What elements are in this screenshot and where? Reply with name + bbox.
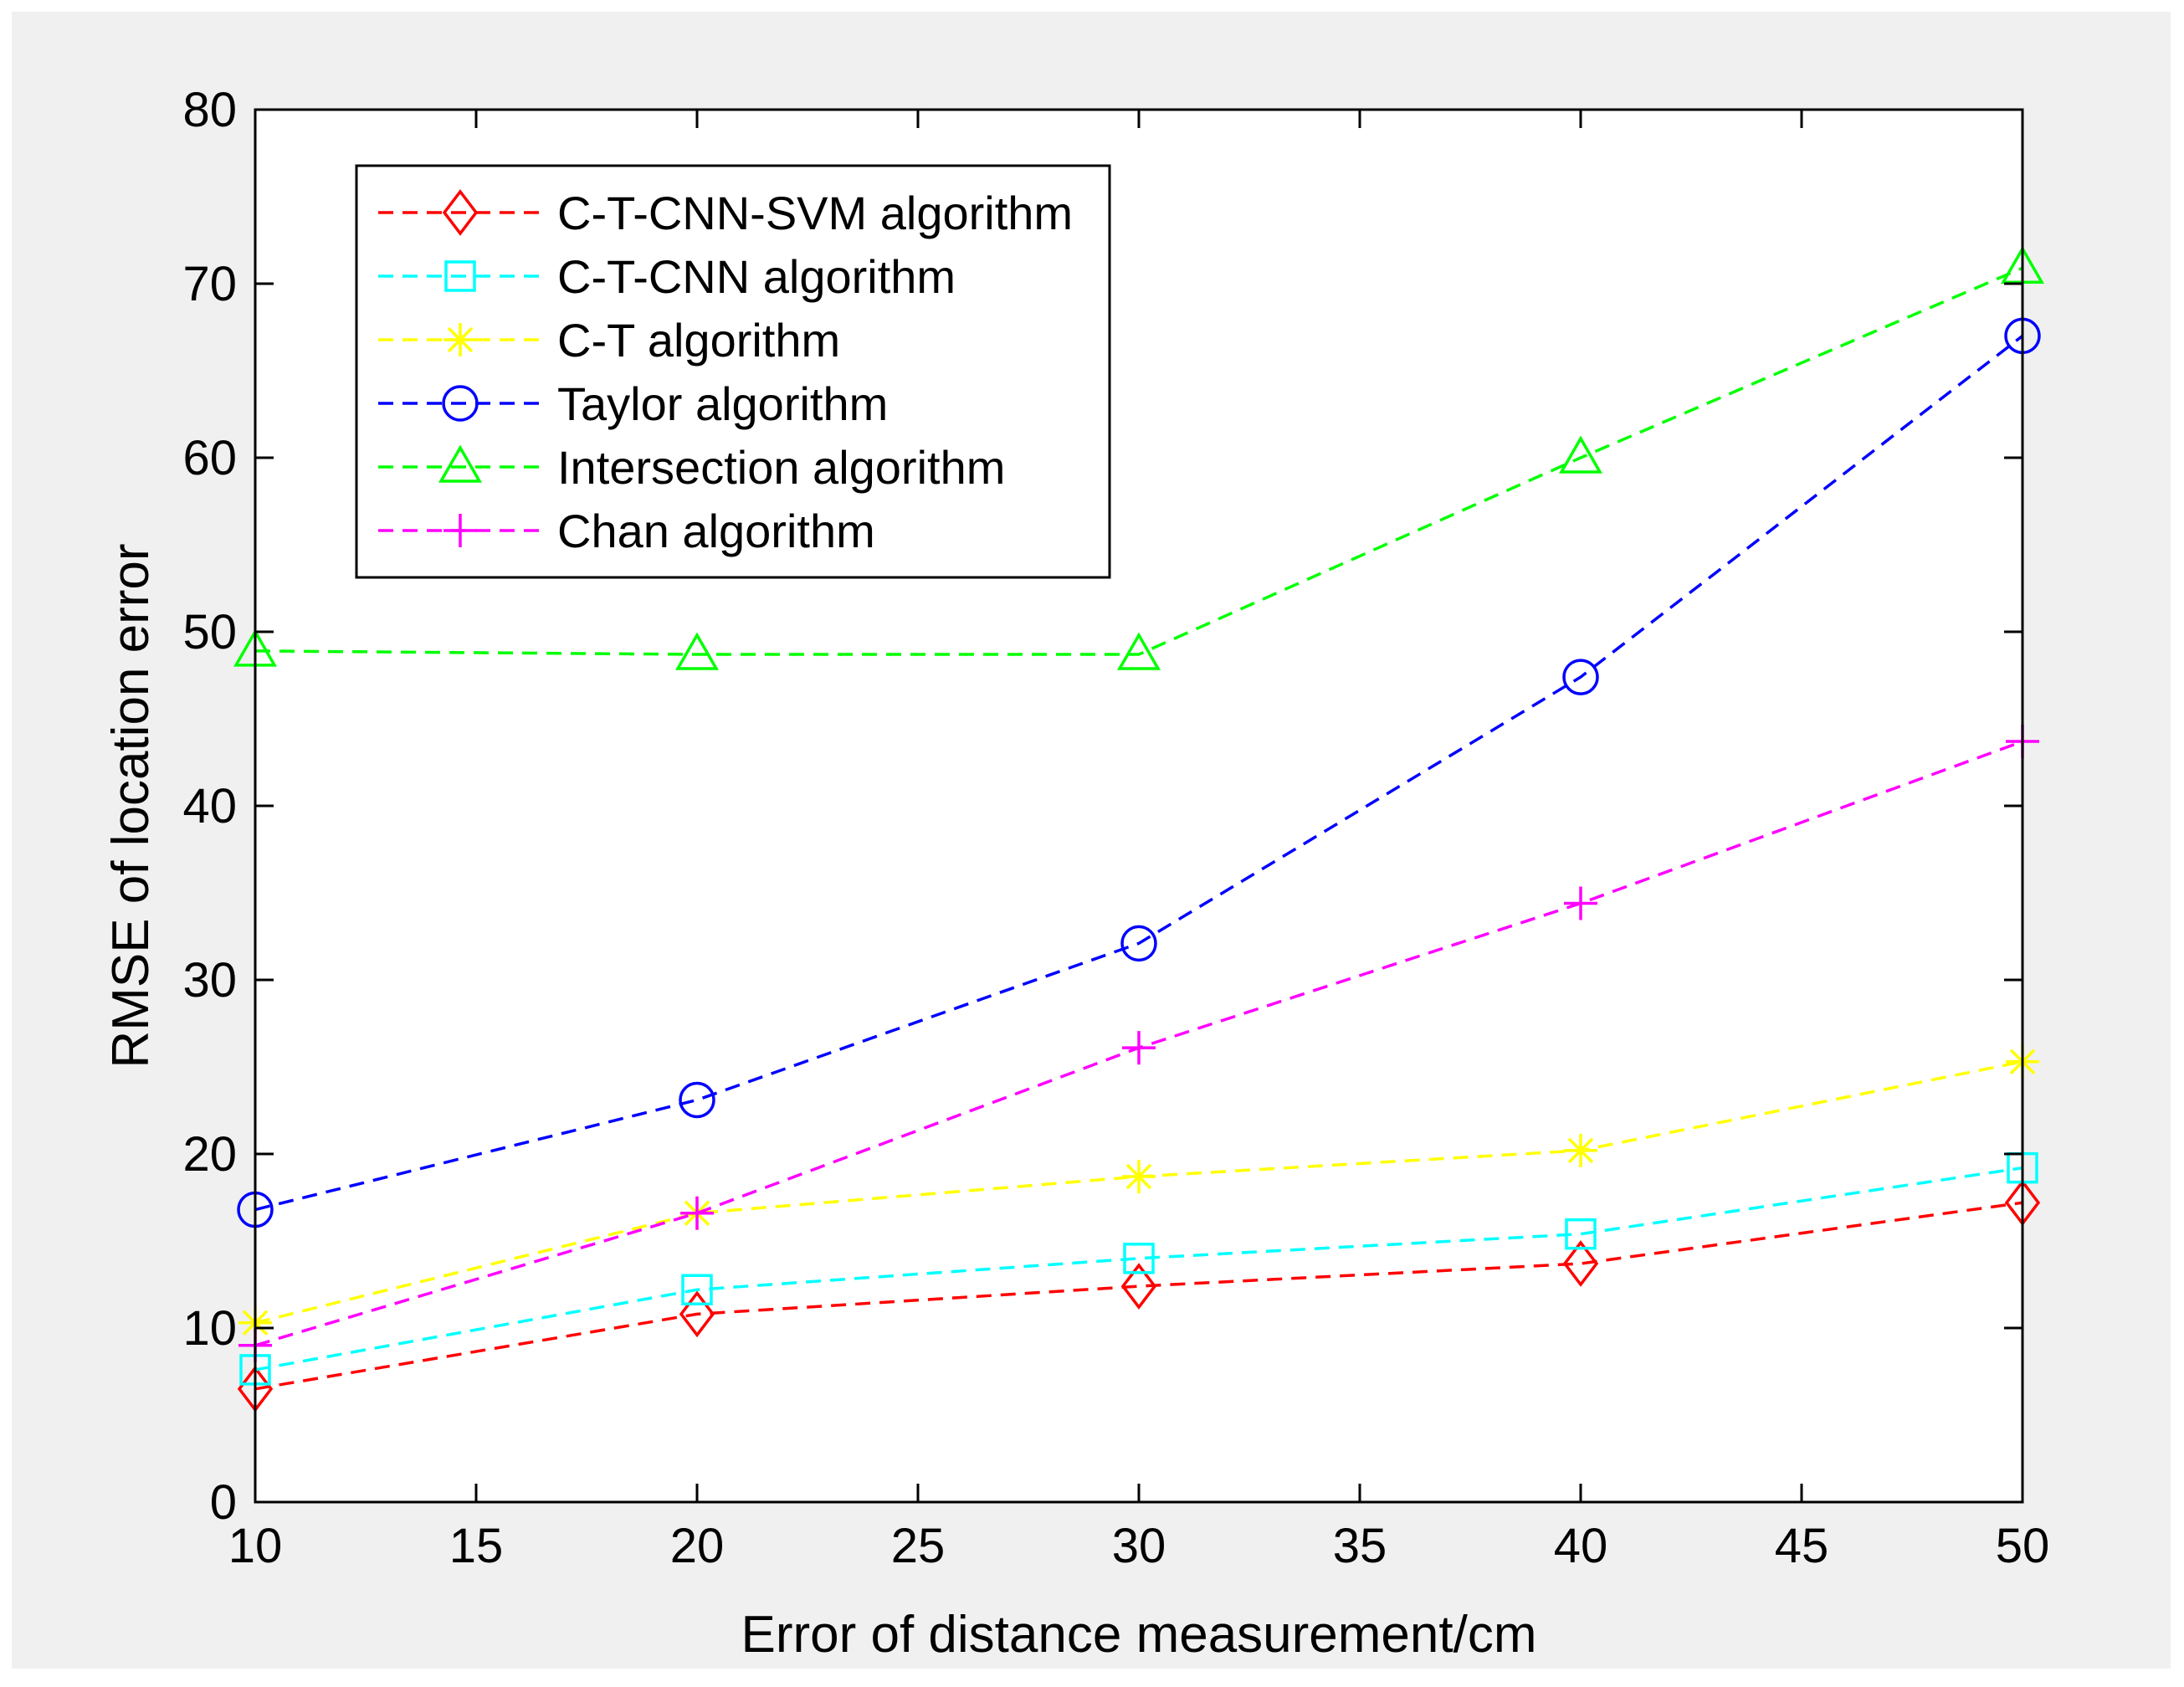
y-tick-label: 30 <box>182 953 237 1008</box>
x-tick-label: 30 <box>1112 1519 1166 1573</box>
series-layer <box>233 245 2045 1413</box>
data-point-intersection-algorithm <box>1116 632 1161 670</box>
data-point-chan-algorithm <box>680 1196 714 1230</box>
y-tick-label: 10 <box>182 1301 237 1356</box>
data-point-c-t-cnn-svm-algorithm <box>679 1290 715 1338</box>
y-tick-label: 80 <box>182 83 237 137</box>
x-tick-label: 25 <box>891 1519 946 1573</box>
y-axis-label: RMSE of location error <box>102 543 160 1068</box>
y-tick-label: 50 <box>182 605 237 659</box>
x-axis-label: Error of distance measurement/cm <box>741 1606 1536 1664</box>
legend-marker <box>443 323 477 356</box>
x-tick-label: 50 <box>1996 1519 2050 1573</box>
legend-marker <box>438 444 483 483</box>
legend-label: Chan algorithm <box>557 505 875 557</box>
data-point-chan-algorithm <box>1564 886 1597 920</box>
legend-label: C-T-CNN algorithm <box>557 250 956 303</box>
legend-marker <box>442 189 479 236</box>
data-point-c-t-cnn-svm-algorithm <box>1562 1240 1599 1287</box>
data-point-taylor-algorithm <box>679 1081 715 1119</box>
data-point-c-t-cnn-svm-algorithm <box>1120 1263 1157 1310</box>
legend-label: C-T algorithm <box>557 314 840 367</box>
legend: C-T-CNN-SVM algorithm C-T-CNN algorithm C-… <box>355 164 1111 579</box>
data-point-taylor-algorithm <box>1562 659 1599 695</box>
legend-label: Taylor algorithm <box>557 377 888 430</box>
x-tick-label: 45 <box>1775 1519 1829 1573</box>
x-tick-label: 20 <box>670 1519 725 1573</box>
data-point-intersection-algorithm <box>1558 435 1603 474</box>
data-point-chan-algorithm <box>1122 1031 1156 1065</box>
x-tick-label: 35 <box>1333 1519 1387 1573</box>
data-point-c-t-cnn-algorithm <box>681 1274 713 1305</box>
legend-label: Intersection algorithm <box>557 441 1005 494</box>
series-line-intersection-algorithm <box>254 266 2023 656</box>
y-tick-label: 0 <box>210 1475 237 1530</box>
legend-box <box>355 164 1111 579</box>
y-tick-label: 60 <box>182 431 237 485</box>
data-point-c-t-algorithm <box>1564 1133 1597 1167</box>
legend-marker <box>444 260 476 292</box>
data-point-taylor-algorithm <box>1120 925 1157 962</box>
y-tick-label: 70 <box>182 257 237 311</box>
series-line-taylor-algorithm <box>254 335 2024 1212</box>
series-line-c-t-cnn-algorithm <box>254 1166 2023 1372</box>
legend-marker <box>442 385 479 422</box>
figure-background: 10 15 20 25 30 35 40 45 50 0 10 20 30 40 50 60 70 80 C-T-… <box>12 12 2171 1669</box>
x-tick-label: 15 <box>449 1519 504 1573</box>
x-tick-label: 40 <box>1554 1519 1608 1573</box>
legend-label: C-T-CNN-SVM algorithm <box>557 187 1073 239</box>
y-tick-label: 20 <box>182 1127 237 1182</box>
data-point-c-t-cnn-algorithm <box>1565 1218 1597 1250</box>
x-tick-label: 10 <box>228 1519 283 1573</box>
data-point-c-t-cnn-algorithm <box>1123 1243 1155 1274</box>
series-line-c-t-cnn-svm-algorithm <box>254 1201 2023 1391</box>
data-point-intersection-algorithm <box>674 632 720 670</box>
legend-marker <box>443 514 477 547</box>
y-tick-label: 40 <box>182 779 237 833</box>
data-point-c-t-algorithm <box>1122 1160 1156 1194</box>
